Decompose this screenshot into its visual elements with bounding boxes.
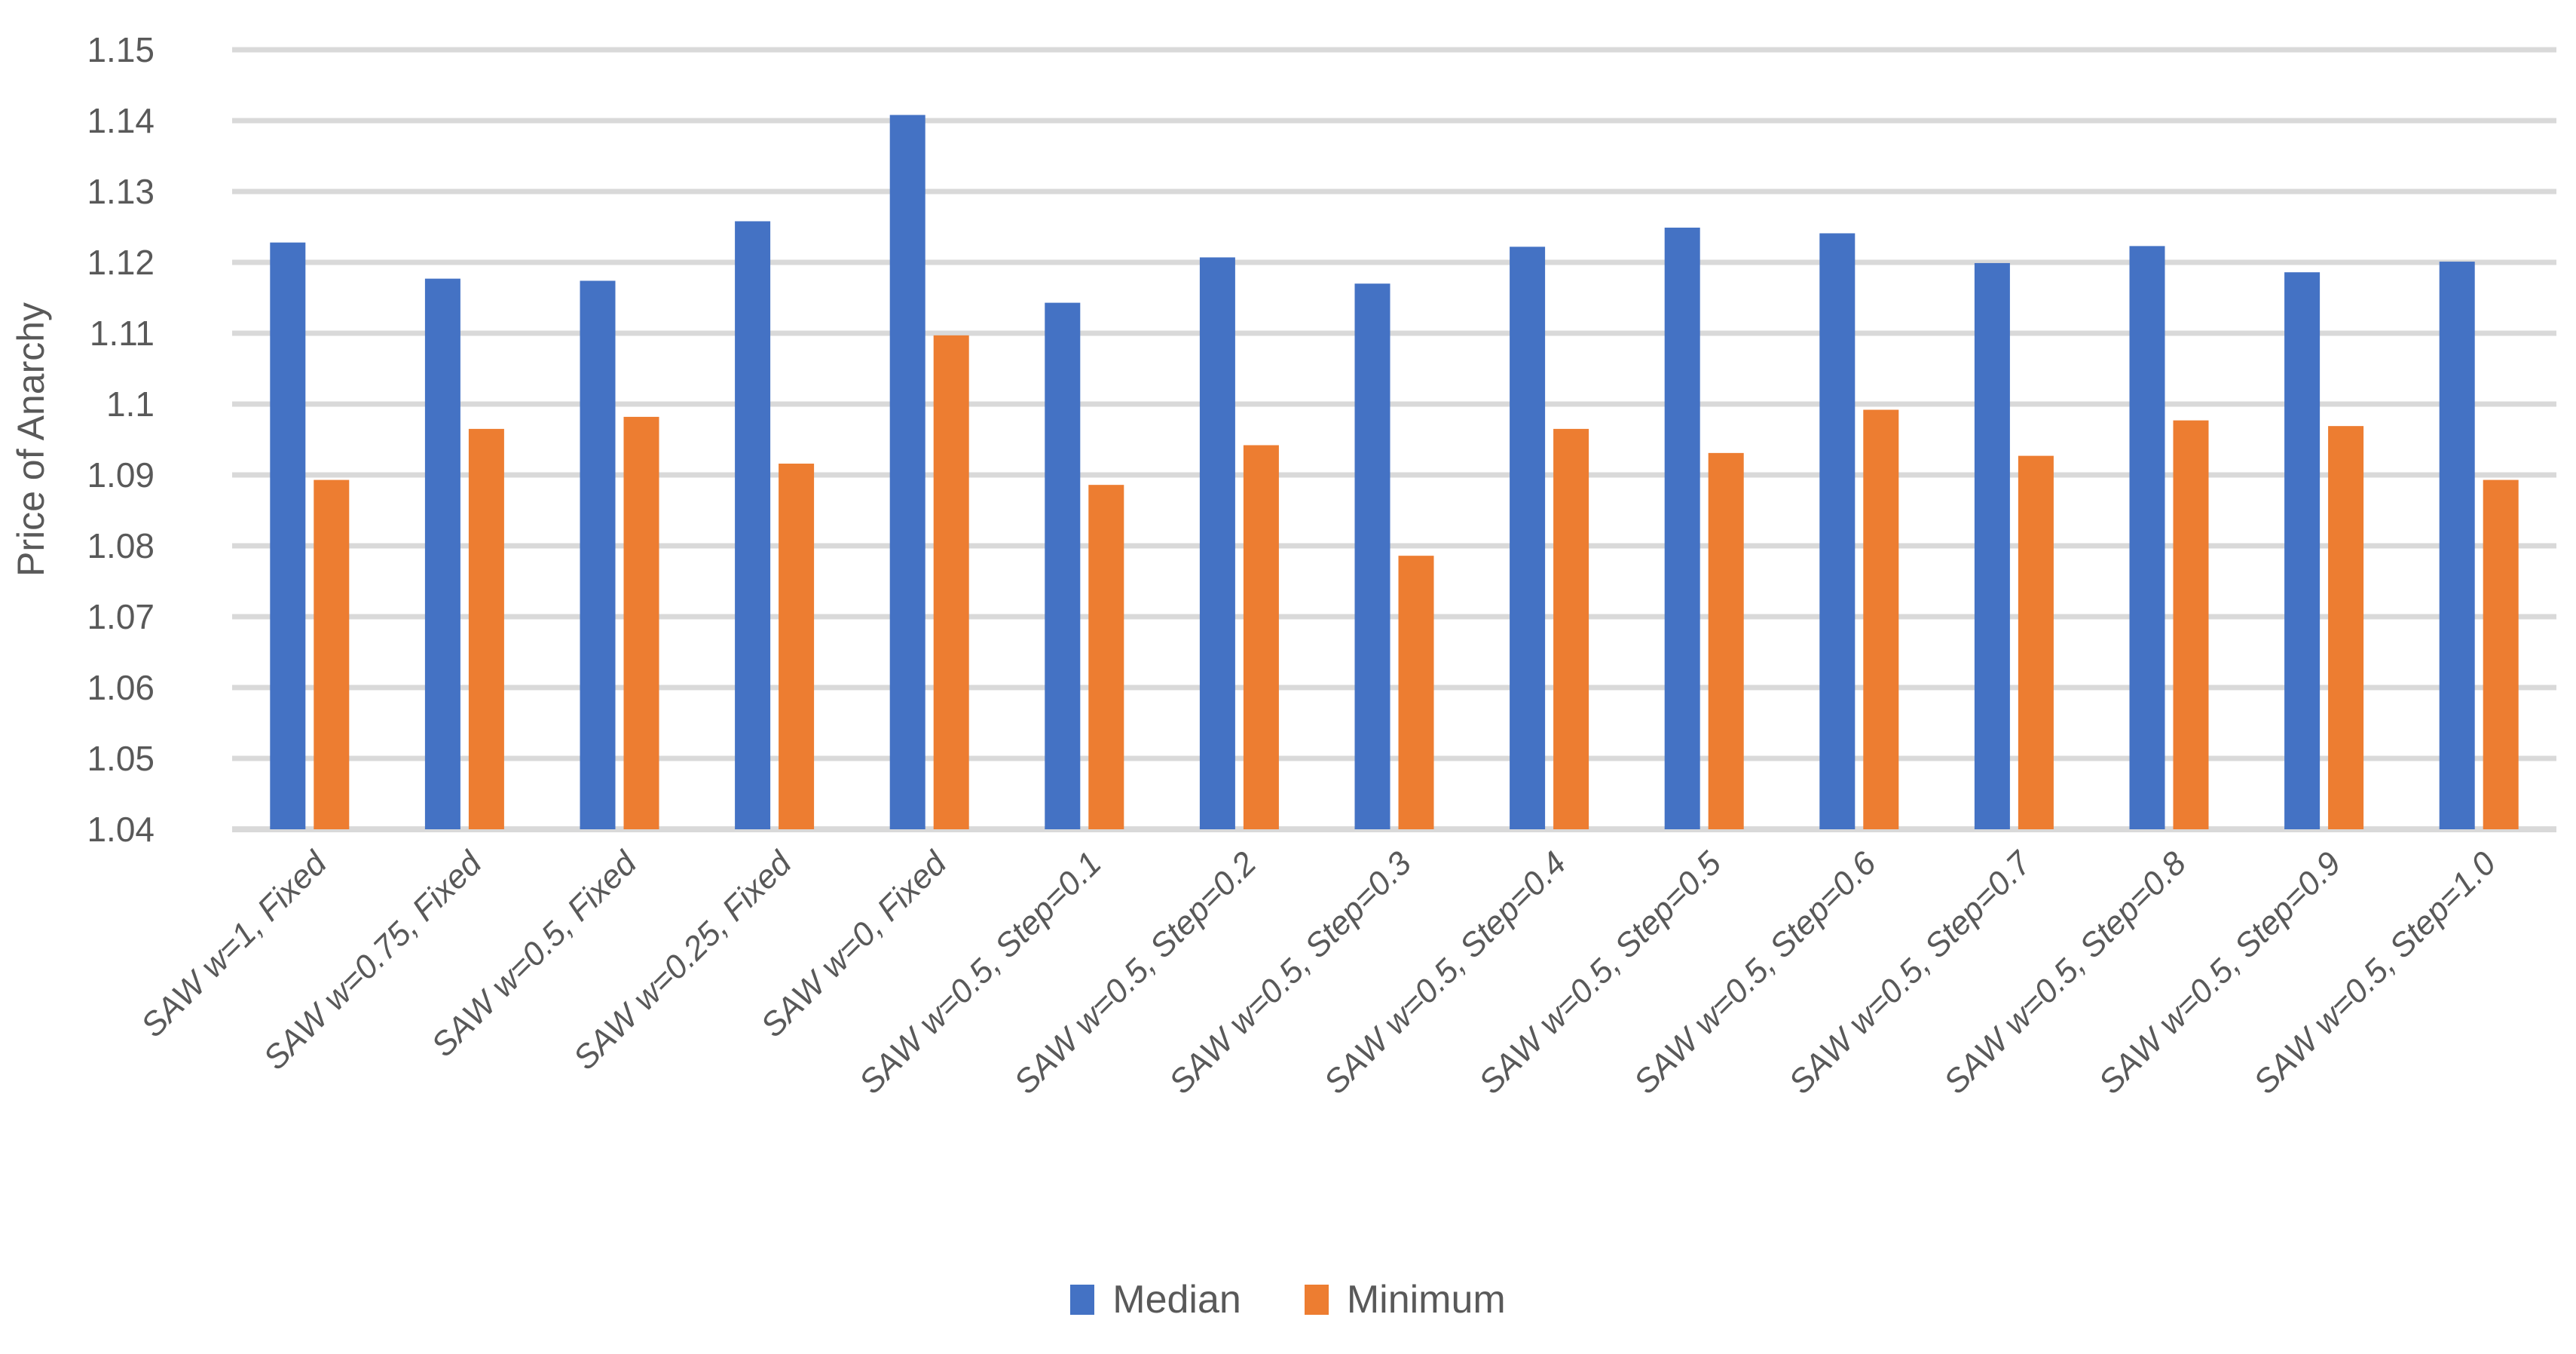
- bar-minimum-8[interactable]: [1398, 556, 1434, 829]
- y-tick-label: 1.09: [87, 455, 154, 495]
- bar-minimum-6[interactable]: [1088, 485, 1124, 829]
- bar-minimum-11[interactable]: [1863, 409, 1899, 829]
- bar-median-6[interactable]: [1045, 302, 1081, 830]
- bar-median-3[interactable]: [580, 280, 616, 829]
- y-tick-label: 1.08: [87, 526, 154, 565]
- bar-median-4[interactable]: [735, 221, 771, 830]
- bar-median-10[interactable]: [1664, 227, 1700, 829]
- minimum-swatch-icon: [1304, 1285, 1329, 1315]
- legend-item-minimum[interactable]: Minimum: [1304, 1278, 1506, 1322]
- bar-minimum-2[interactable]: [468, 428, 504, 829]
- y-tick-label: 1.14: [87, 101, 154, 140]
- bar-minimum-1[interactable]: [314, 479, 350, 829]
- y-tick-label: 1.04: [87, 810, 154, 849]
- bar-minimum-14[interactable]: [2328, 426, 2364, 829]
- legend-label-minimum: Minimum: [1346, 1278, 1506, 1322]
- y-tick-label: 1.15: [87, 30, 154, 69]
- y-tick-label: 1.13: [87, 172, 154, 211]
- bar-median-14[interactable]: [2284, 272, 2321, 829]
- y-tick-label: 1.1: [106, 384, 154, 424]
- bar-minimum-9[interactable]: [1553, 428, 1589, 829]
- y-tick-label: 1.11: [90, 314, 154, 353]
- y-tick-label: 1.12: [87, 243, 154, 282]
- bar-minimum-12[interactable]: [2018, 455, 2054, 829]
- bar-median-11[interactable]: [1819, 233, 1856, 830]
- bar-minimum-5[interactable]: [933, 335, 969, 829]
- bar-median-9[interactable]: [1510, 247, 1546, 829]
- bar-median-8[interactable]: [1354, 283, 1390, 829]
- bar-median-5[interactable]: [889, 115, 925, 830]
- bar-minimum-10[interactable]: [1708, 452, 1744, 829]
- bar-median-12[interactable]: [1974, 262, 2010, 829]
- bar-median-2[interactable]: [424, 278, 460, 829]
- bar-minimum-3[interactable]: [623, 416, 659, 829]
- y-axis-title: Price of Anarchy: [10, 302, 52, 577]
- chart-legend: Median Minimum: [0, 1280, 2576, 1319]
- bar-minimum-7[interactable]: [1243, 445, 1279, 829]
- bar-median-1[interactable]: [270, 242, 306, 829]
- bar-minimum-13[interactable]: [2173, 420, 2209, 829]
- bar-median-13[interactable]: [2129, 246, 2165, 829]
- y-tick-label: 1.05: [87, 739, 154, 778]
- y-tick-label: 1.07: [87, 597, 154, 636]
- median-swatch-icon: [1070, 1285, 1095, 1315]
- bar-median-7[interactable]: [1199, 257, 1235, 829]
- legend-item-median[interactable]: Median: [1070, 1280, 1241, 1319]
- bar-median-15[interactable]: [2439, 262, 2475, 829]
- legend-label-median: Median: [1112, 1278, 1241, 1322]
- bar-minimum-15[interactable]: [2483, 479, 2519, 829]
- bar-minimum-4[interactable]: [779, 463, 815, 829]
- y-tick-label: 1.06: [87, 668, 154, 707]
